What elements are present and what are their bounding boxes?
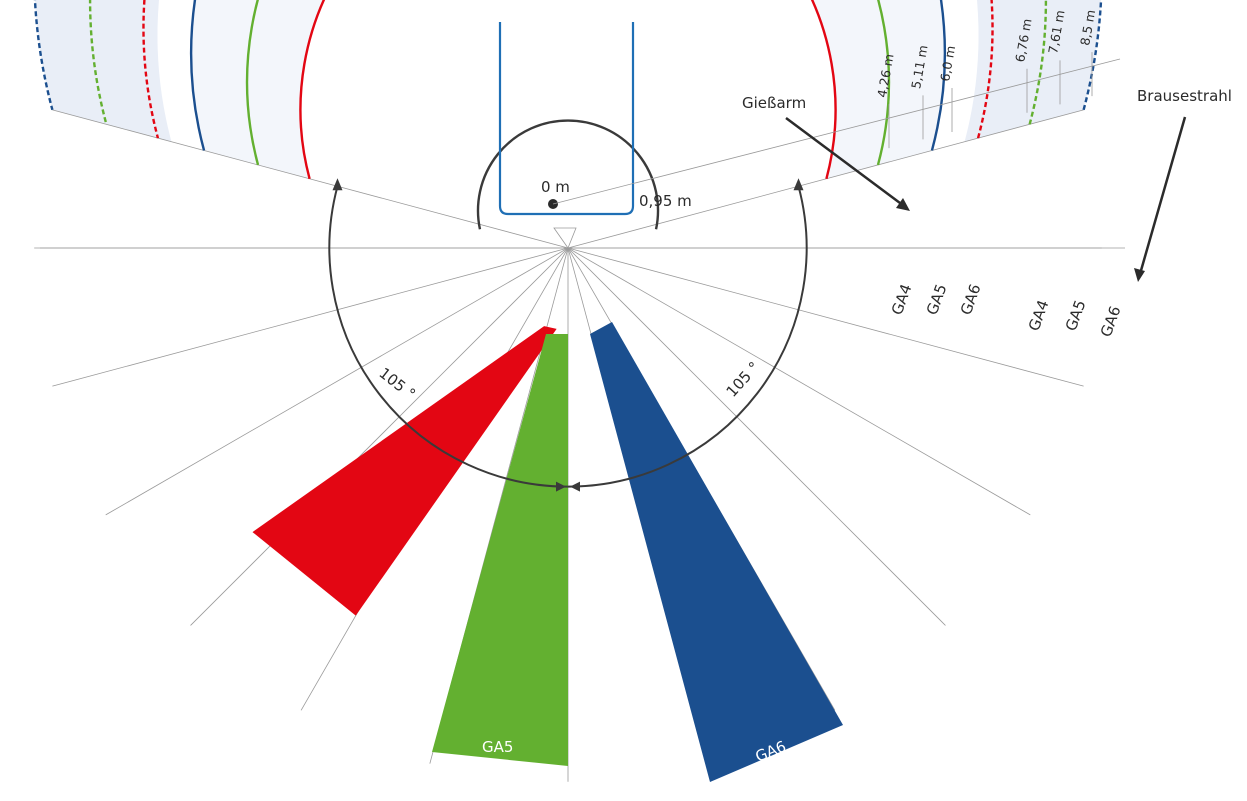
dimension-label-d761: 7,61 m: [1045, 9, 1067, 55]
ring-labels: GA4 GA5 GA6 GA4 GA5 GA6: [888, 282, 1125, 340]
ring-label-solid-ga5: GA5: [923, 282, 951, 318]
machine-outline: [498, 22, 635, 216]
inner-hub-arc: [476, 119, 660, 230]
coverage-rings: [33, 0, 1103, 180]
dimension-label-d85: 8,5 m: [1077, 9, 1098, 47]
hub-mark: [553, 227, 577, 249]
inner-radius-label: 0,95 m: [639, 192, 692, 210]
dimension-baseline: [552, 58, 1121, 205]
guide-line: [567, 247, 946, 626]
guide-line: [567, 247, 1031, 516]
guide-line: [567, 247, 1084, 387]
wedge-ga5: [432, 334, 568, 766]
radial-guide-lines: [34, 109, 1125, 782]
ring-label-solid-ga6: GA6: [957, 282, 985, 318]
arm-callout-arrowhead: [896, 198, 910, 211]
center-label: 0 m: [541, 178, 570, 196]
wedge-ga4: [252, 326, 557, 616]
spray-zone-band: [35, 0, 1101, 142]
guide-line: [190, 247, 569, 626]
angle-arrowhead: [332, 178, 343, 191]
guide-line: [567, 109, 1084, 249]
angle-arrowhead: [793, 178, 804, 191]
ring-label-dashed-ga4: GA4: [1025, 298, 1053, 334]
angle-arrowhead: [556, 481, 566, 492]
dimension-annotations: 4,26 m 5,11 m 6,0 m6,76 m 7,61 m 8,5 m: [552, 9, 1121, 205]
dimension-label-d676: 6,76 m: [1012, 17, 1034, 63]
angle-arc-right: [567, 185, 808, 488]
arm-callout-arrow: [785, 116, 905, 208]
ring-solid-ga5: [245, 0, 891, 166]
angle-arrowhead: [570, 481, 580, 492]
arm-callout-label: Gießarm: [742, 94, 806, 112]
angle-arcs: [328, 178, 808, 492]
ring-label-solid-ga4: GA4: [888, 282, 916, 318]
arm-zone-band: [191, 0, 945, 179]
spray-callout-label: Brausestrahl: [1137, 87, 1232, 105]
wedge-label-ga4: GA4: [260, 603, 296, 637]
spray-callout-arrowhead: [1134, 268, 1145, 282]
wedge-label-ga5: GA5: [482, 738, 513, 756]
dimension-label-d60: 6,0 m: [937, 44, 958, 82]
ring-solid-ga4: [299, 0, 837, 180]
guide-line: [52, 109, 569, 249]
guide-line: [105, 247, 569, 516]
guide-line: [52, 247, 569, 387]
dimension-label-d511: 5,11 m: [908, 44, 930, 90]
ring-label-dashed-ga6: GA6: [1097, 304, 1125, 340]
wedge-ga6: [590, 322, 843, 782]
ring-label-dashed-ga5: GA5: [1062, 298, 1090, 334]
center-hub: [476, 119, 660, 249]
angle-arc-left: [328, 185, 569, 488]
spray-bands: [35, 0, 1101, 179]
spray-callout-arrow: [1138, 116, 1187, 275]
